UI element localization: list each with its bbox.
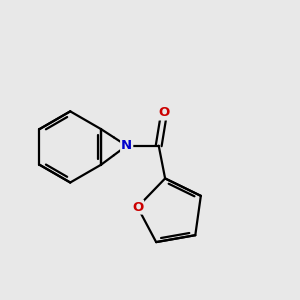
Text: N: N — [121, 139, 132, 152]
Text: O: O — [132, 200, 143, 214]
Text: O: O — [158, 106, 170, 119]
